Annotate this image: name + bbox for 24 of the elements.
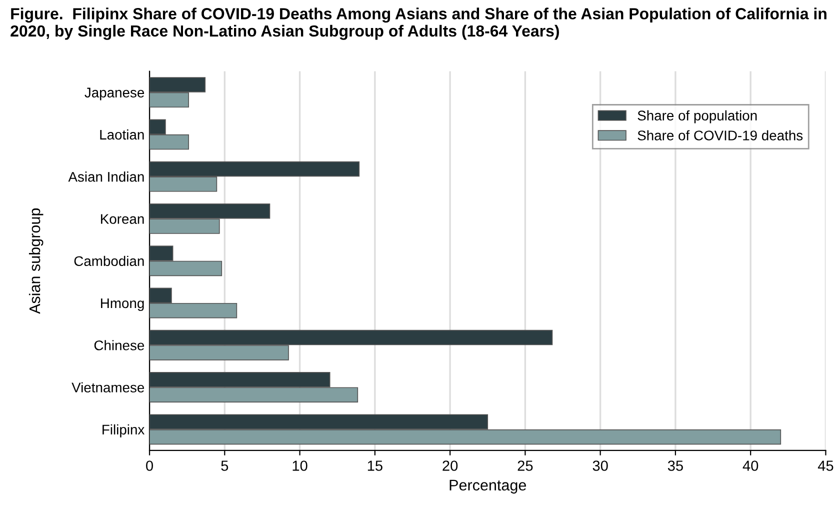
- y-tick-label: Chinese: [94, 340, 144, 350]
- chart-title: Figure. Filipinx Share of COVID-19 Deaths Among Asians and Share of the Asian Population of California in 2020, by Single Race Non-Latino Asian Subgroup of Adults (18-64 Years): [10, 8, 826, 40]
- y-tick-label: Korean: [101, 214, 144, 224]
- x-tick-label: 40: [742, 460, 758, 471]
- y-axis-title: Asian subgroup: [28, 208, 44, 314]
- legend-label: Share of population: [638, 110, 757, 124]
- x-tick-label: 15: [368, 460, 382, 471]
- y-tick-label: Asian Indian: [68, 172, 144, 182]
- x-tick-label: 25: [518, 460, 533, 471]
- x-tick-label: 35: [668, 460, 683, 471]
- y-tick-label: Laotian: [100, 129, 144, 140]
- x-tick-label: 30: [592, 460, 608, 471]
- x-tick-label: 45: [818, 460, 834, 471]
- legend-label: Share of COVID-19 deaths: [638, 130, 803, 140]
- y-tick-label: Hmong: [101, 298, 144, 311]
- x-tick-label: 5: [221, 460, 228, 471]
- x-axis-title: Percentage: [450, 480, 526, 494]
- y-tick-label: Vietnamese: [72, 382, 144, 392]
- y-tick-label: Cambodian: [74, 256, 144, 266]
- x-tick-label: 20: [442, 460, 458, 471]
- x-tick-label: 0: [146, 460, 154, 471]
- x-tick-label: 10: [292, 460, 308, 471]
- y-tick-label: Filipinx: [102, 424, 145, 438]
- y-tick-label: Japanese: [84, 88, 144, 100]
